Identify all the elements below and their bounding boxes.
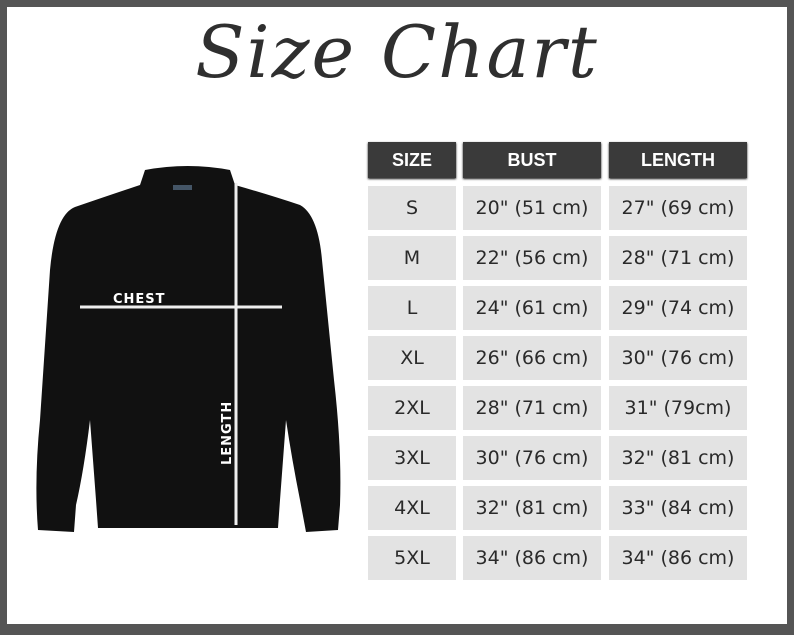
chest-label: CHEST xyxy=(113,292,166,307)
length-cell: 27" (69 cm) xyxy=(609,186,747,230)
label-tag xyxy=(173,185,192,190)
size-cell: 2XL xyxy=(368,386,456,430)
header-bust: BUST xyxy=(463,142,601,178)
length-cell: 34" (86 cm) xyxy=(609,536,747,580)
length-cell: 28" (71 cm) xyxy=(609,236,747,280)
bust-cell: 28" (71 cm) xyxy=(463,386,601,430)
page-title: Size Chart xyxy=(195,10,599,94)
header-size: SIZE xyxy=(368,142,456,178)
length-cell: 31" (79cm) xyxy=(609,386,747,430)
length-cell: 32" (81 cm) xyxy=(609,436,747,480)
bust-cell: 22" (56 cm) xyxy=(463,236,601,280)
size-cell: S xyxy=(368,186,456,230)
bust-cell: 30" (76 cm) xyxy=(463,436,601,480)
size-cell: 3XL xyxy=(368,436,456,480)
length-cell: 29" (74 cm) xyxy=(609,286,747,330)
sweatshirt-image xyxy=(36,166,341,532)
size-cell: 5XL xyxy=(368,536,456,580)
bust-cell: 34" (86 cm) xyxy=(463,536,601,580)
bust-cell: 32" (81 cm) xyxy=(463,486,601,530)
size-cell: 4XL xyxy=(368,486,456,530)
length-cell: 30" (76 cm) xyxy=(609,336,747,380)
size-cell: XL xyxy=(368,336,456,380)
length-cell: 33" (84 cm) xyxy=(609,486,747,530)
length-label: LENGTH xyxy=(220,401,235,465)
bust-cell: 26" (66 cm) xyxy=(463,336,601,380)
bust-cell: 24" (61 cm) xyxy=(463,286,601,330)
size-cell: M xyxy=(368,236,456,280)
size-cell: L xyxy=(368,286,456,330)
header-length: LENGTH xyxy=(609,142,747,178)
bust-cell: 20" (51 cm) xyxy=(463,186,601,230)
